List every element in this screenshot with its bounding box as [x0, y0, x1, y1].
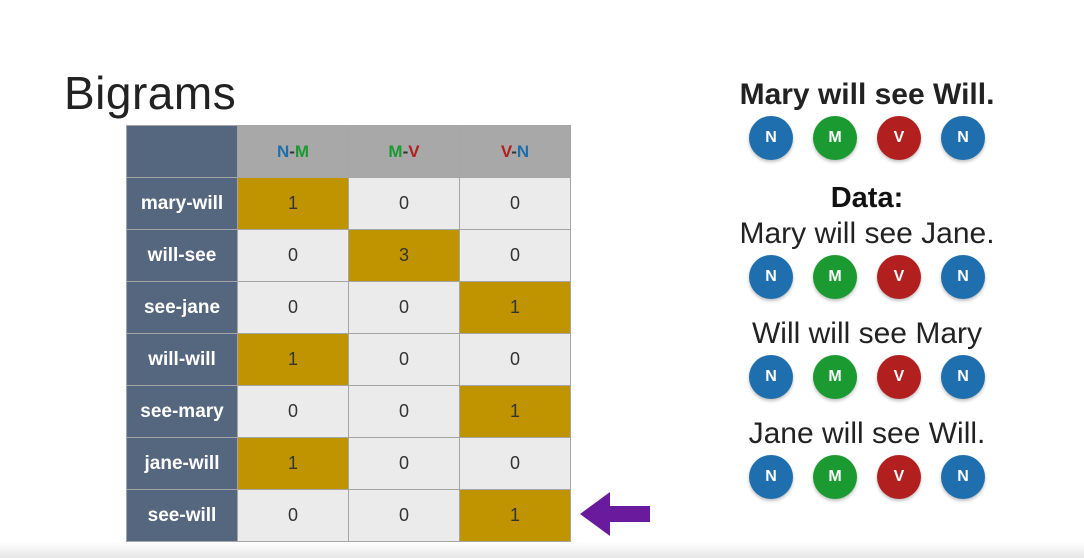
- tag-badge: V: [877, 355, 921, 399]
- table-cell: 0: [348, 333, 460, 386]
- table-header-row: N-M M-V V-N: [126, 125, 571, 178]
- table-cell: 0: [348, 489, 460, 542]
- row-header: see-mary: [126, 385, 238, 438]
- tag-badge: M: [813, 355, 857, 399]
- bigram-table: N-M M-V V-N mary-will 1 0 0 will-see 0 3…: [126, 125, 571, 542]
- tag-badge: N: [941, 255, 985, 299]
- table-cell: 1: [459, 489, 571, 542]
- column-header-first: V: [500, 141, 512, 161]
- table-cell: 0: [348, 177, 460, 230]
- column-header-first: N: [276, 141, 290, 161]
- data-sentence: Jane will see Will.: [748, 417, 986, 450]
- column-header-second: M: [294, 141, 310, 161]
- column-header: V-N: [459, 125, 571, 178]
- table-cell: 0: [459, 333, 571, 386]
- left-arrow-shape: [580, 492, 650, 536]
- column-header-first: M: [388, 141, 403, 161]
- table-row: jane-will 1 0 0: [126, 437, 571, 490]
- table-cell: 0: [237, 385, 349, 438]
- table-cell: 0: [348, 437, 460, 490]
- tag-badge: M: [813, 116, 857, 160]
- column-header-second: V: [408, 141, 420, 161]
- column-header: M-V: [348, 125, 460, 178]
- data-sentence-tags: N M V N: [700, 355, 1034, 399]
- tag-badge: N: [749, 355, 793, 399]
- table-cell: 0: [348, 281, 460, 334]
- table-cell: 1: [237, 333, 349, 386]
- table-cell: 0: [459, 177, 571, 230]
- column-header-sep: -: [402, 141, 409, 161]
- table-row: will-see 0 3 0: [126, 229, 571, 282]
- table-cell: 1: [459, 281, 571, 334]
- data-sentence: Will will see Mary: [751, 317, 982, 350]
- table-cell: 3: [348, 229, 460, 282]
- table-cell: 1: [459, 385, 571, 438]
- tag-badge: N: [749, 255, 793, 299]
- column-header: N-M: [237, 125, 349, 178]
- table-row: see-will 0 0 1: [126, 489, 571, 542]
- table-row: mary-will 1 0 0: [126, 177, 571, 230]
- column-header-sep: -: [511, 141, 517, 161]
- row-header: will-see: [126, 229, 238, 282]
- table-row: will-will 1 0 0: [126, 333, 571, 386]
- target-sentence: Mary will see Will.: [739, 78, 995, 111]
- tag-badge: V: [877, 116, 921, 160]
- tag-badge: N: [941, 455, 985, 499]
- table-cell: 0: [459, 229, 571, 282]
- target-tags: N M V N: [700, 116, 1034, 160]
- table-row: see-jane 0 0 1: [126, 281, 571, 334]
- table-cell: 0: [237, 229, 349, 282]
- table-cell: 0: [237, 281, 349, 334]
- table-cell: 1: [237, 177, 349, 230]
- row-header: jane-will: [126, 437, 238, 490]
- tag-badge: N: [941, 116, 985, 160]
- row-header: see-jane: [126, 281, 238, 334]
- row-header: will-will: [126, 333, 238, 386]
- slide-title: Bigrams: [64, 67, 237, 119]
- tag-badge: N: [749, 116, 793, 160]
- table-cell: 0: [348, 385, 460, 438]
- data-sentence-tags: N M V N: [700, 255, 1034, 299]
- column-header-second: N: [516, 141, 530, 161]
- tag-badge: V: [877, 455, 921, 499]
- column-header-sep: -: [289, 141, 295, 161]
- tag-badge: N: [749, 455, 793, 499]
- data-sentence: Mary will see Jane.: [739, 217, 995, 250]
- left-arrow-icon: [580, 492, 650, 536]
- data-heading: Data:: [830, 182, 904, 214]
- table-cell: 0: [459, 437, 571, 490]
- table-cell: 0: [237, 489, 349, 542]
- table-cell: 1: [237, 437, 349, 490]
- row-header: mary-will: [126, 177, 238, 230]
- tag-badge: N: [941, 355, 985, 399]
- tag-badge: V: [877, 255, 921, 299]
- row-header: see-will: [126, 489, 238, 542]
- tag-badge: M: [813, 455, 857, 499]
- data-sentence-tags: N M V N: [700, 455, 1034, 499]
- table-row: see-mary 0 0 1: [126, 385, 571, 438]
- bottom-edge: [0, 542, 1084, 558]
- sentences-panel: Mary will see Will. N M V N Data: Mary w…: [700, 78, 1034, 499]
- tag-badge: M: [813, 255, 857, 299]
- table-corner: [126, 125, 238, 178]
